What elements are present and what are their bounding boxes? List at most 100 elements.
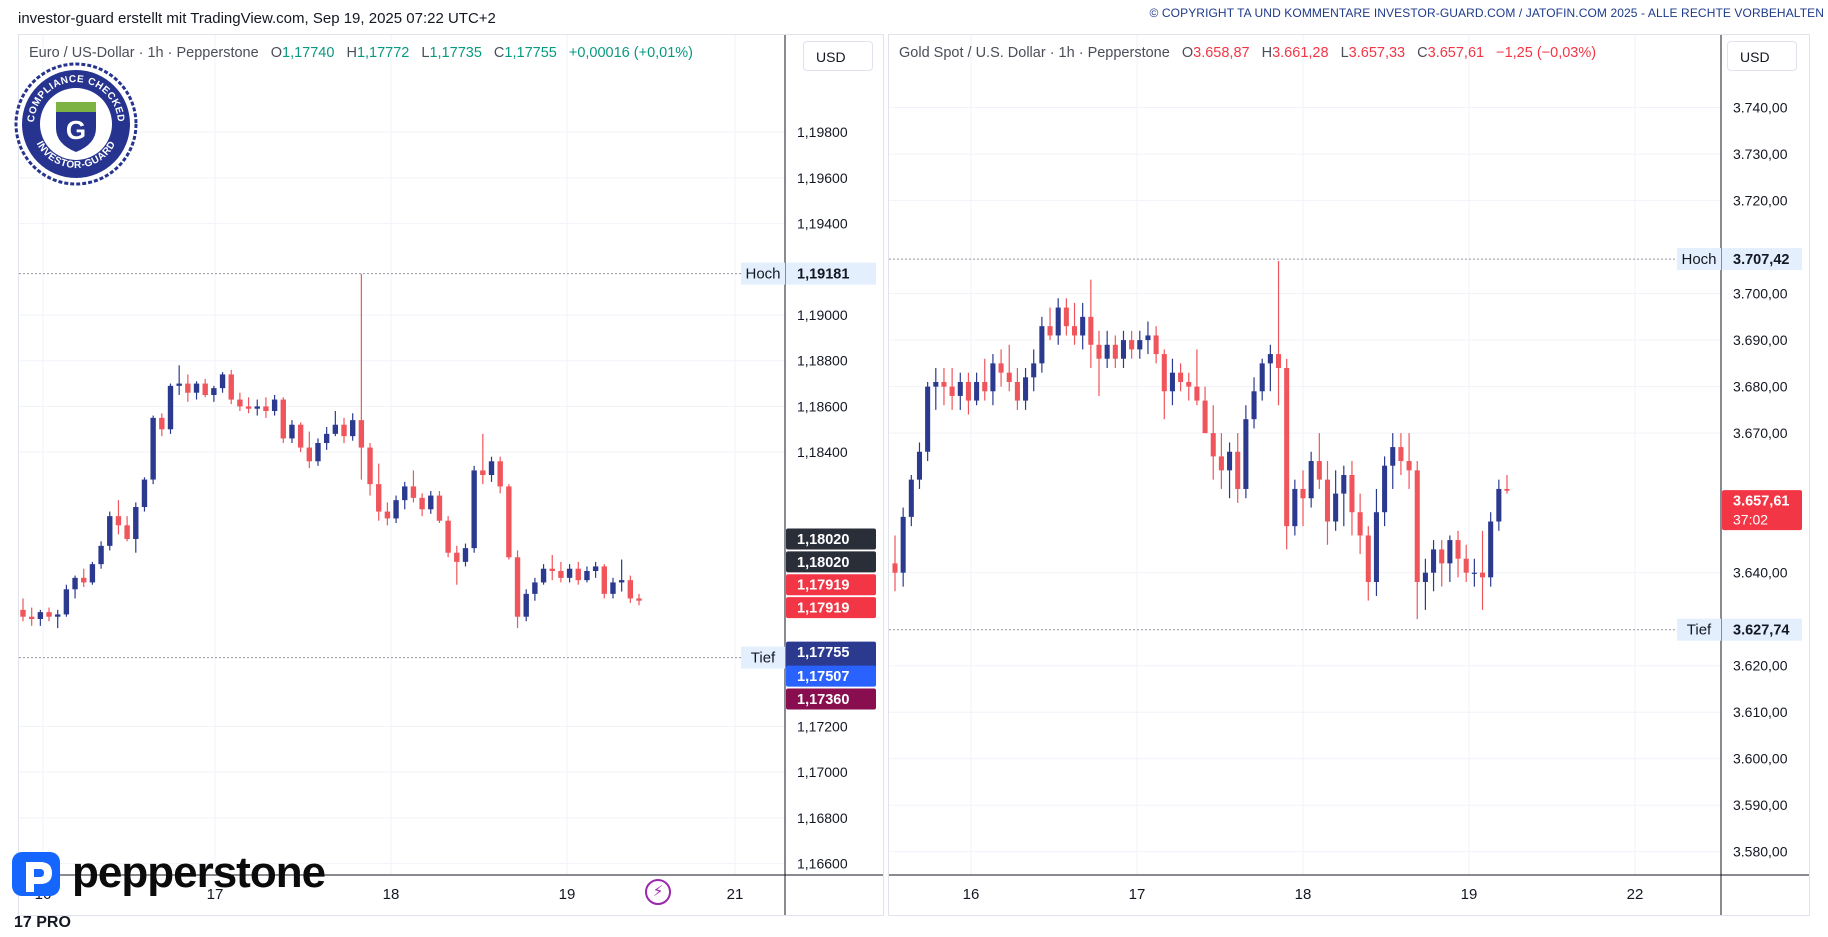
candle-body: [1398, 447, 1404, 462]
candle-body: [990, 363, 996, 392]
candle-body: [506, 486, 512, 558]
badge-letter: G: [66, 115, 86, 145]
y-tick-label: 3.690,00: [1733, 332, 1788, 348]
gold-chart[interactable]: Hoch 3.707,42 Tief 3.627,74 3.740,00 3.730,00…: [889, 35, 1809, 915]
x-tick-label: 17: [207, 886, 224, 903]
candle-body: [532, 582, 538, 594]
candle-body: [636, 598, 642, 601]
ohlc-low: 3.657,33: [1348, 45, 1406, 61]
candle-body: [1080, 316, 1086, 336]
candle-body: [1088, 316, 1094, 345]
price-tag-value: 1,17360: [797, 692, 849, 708]
candle-body: [497, 461, 503, 487]
eurusd-legend: Euro / US-Dollar · 1h · Pepperstone O1,1…: [29, 45, 693, 61]
snapshot-info: investor-guard erstellt mit TradingView.…: [18, 10, 496, 27]
ohlc-low: 1,17735: [429, 45, 482, 61]
candle-body: [1488, 521, 1494, 578]
candle-body: [998, 363, 1004, 373]
candle-body: [237, 399, 243, 407]
candle-body: [1096, 344, 1102, 359]
y-tick-label: 3.740,00: [1733, 100, 1788, 116]
price-tag-value: 3.657,61: [1733, 494, 1789, 510]
price-tag-box: [786, 665, 876, 687]
y-tick-label: 3.600,00: [1733, 751, 1788, 767]
candle-body: [892, 563, 898, 573]
candle-body: [1382, 465, 1388, 513]
x-tick-label: 17: [1129, 886, 1146, 903]
candle-body: [933, 381, 939, 387]
candle-body: [323, 433, 330, 443]
candle-body: [601, 566, 607, 594]
candle-body: [1349, 475, 1355, 513]
candle-body: [280, 399, 286, 439]
candle-body: [462, 548, 469, 562]
candle-body: [419, 497, 425, 510]
chart-pane-gold[interactable]: Hoch 3.707,42 Tief 3.627,74 3.740,00 3.730,00…: [888, 34, 1810, 916]
candle-body: [393, 500, 399, 519]
gold-legend: Gold Spot / U.S. Dollar · 1h · Peppersto…: [899, 45, 1596, 61]
candle-body: [228, 374, 234, 400]
eurusd-chart[interactable]: Hoch1,19181Tief1,175011,198001,196001,19…: [19, 35, 883, 915]
currency-selector[interactable]: USD: [803, 41, 873, 71]
candle-body: [367, 447, 373, 485]
candle-body: [89, 564, 96, 583]
candle-body: [133, 507, 139, 539]
y-tick-label: 1,17000: [797, 764, 848, 780]
chart-pane-eurusd[interactable]: Hoch1,19181Tief1,175011,198001,196001,19…: [18, 34, 884, 916]
candle-body: [211, 388, 217, 395]
x-tick-label: 22: [1627, 886, 1644, 903]
candle-body: [1120, 340, 1127, 359]
candle-body: [1275, 354, 1282, 369]
currency-selector[interactable]: USD: [1727, 41, 1797, 71]
candle-body: [72, 577, 78, 590]
y-tick-label: 1,19600: [797, 170, 848, 186]
candle-body: [410, 486, 417, 498]
y-tick-label: 3.610,00: [1733, 704, 1788, 720]
ohlc-change: +0,00016 (+0,01%): [568, 45, 694, 61]
y-tick-label: 3.670,00: [1733, 425, 1788, 441]
candle-body: [1455, 540, 1461, 559]
candle-body: [445, 520, 451, 553]
candle-body: [107, 516, 113, 546]
candle-body: [1267, 354, 1273, 364]
candle-body: [1390, 447, 1396, 466]
candle-body: [454, 552, 460, 562]
price-tag: 1,17507: [786, 665, 876, 687]
candle-body: [193, 383, 200, 393]
high-label: Hoch: [1681, 251, 1716, 268]
lightning-icon[interactable]: ⚡: [645, 879, 671, 905]
candle-body: [1047, 326, 1053, 336]
candle-body: [1431, 549, 1437, 573]
x-tick-label: 21: [727, 886, 744, 903]
gold-title: Gold Spot / U.S. Dollar · 1h · Peppersto…: [899, 45, 1170, 61]
candle-body: [1055, 307, 1061, 336]
x-tick-label: 19: [559, 886, 576, 903]
pepperstone-p-icon: [12, 852, 60, 896]
y-tick-label: 1,18400: [797, 444, 848, 460]
candle-body: [1023, 377, 1029, 401]
y-tick-label: 3.590,00: [1733, 797, 1788, 813]
price-tag-box: [786, 688, 876, 710]
candle-body: [1137, 340, 1143, 350]
y-tick-label: 1,18800: [797, 353, 848, 369]
price-tag: 1,17360: [786, 688, 876, 710]
candle-body: [1292, 488, 1298, 527]
candle-body: [150, 417, 156, 480]
candle-body: [1479, 572, 1486, 578]
high-label-box: [1677, 248, 1721, 271]
candle-body: [957, 381, 963, 396]
price-tag-box: [786, 597, 876, 619]
high-value: 3.707,42: [1733, 252, 1789, 268]
y-tick-label: 1,16800: [797, 810, 848, 826]
copyright-notice: © COPYRIGHT TA UND KOMMENTARE INVESTOR-G…: [1149, 6, 1824, 20]
high-value-box: [1722, 248, 1802, 271]
high-marker: Hoch 1,19181: [741, 262, 876, 285]
candle-body: [1496, 488, 1502, 522]
price-tag-value: 1,18020: [797, 532, 849, 548]
ohlc-close: 3.657,61: [1427, 45, 1485, 61]
candle-body: [20, 609, 26, 617]
candle-body: [1365, 535, 1371, 582]
high-label: Hoch: [745, 266, 780, 283]
candle-body: [480, 470, 486, 475]
candle-body: [592, 566, 599, 571]
